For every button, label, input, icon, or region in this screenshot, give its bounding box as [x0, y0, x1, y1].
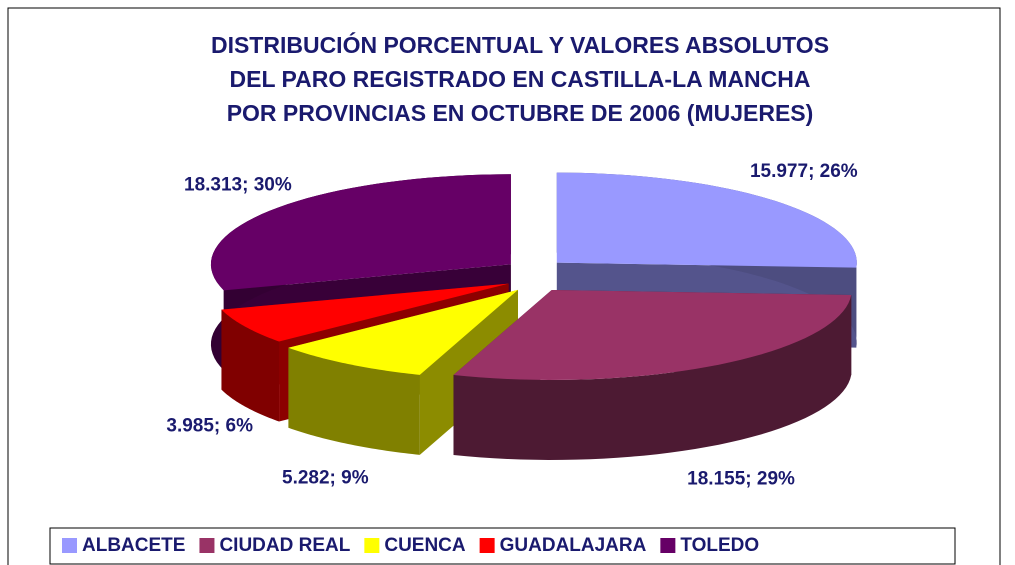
slice-wall — [453, 294, 852, 460]
data-label: 18.155; 29% — [687, 469, 795, 490]
slice-wall — [221, 309, 280, 422]
slice — [210, 174, 511, 291]
legend-label: ALBACETE — [82, 535, 185, 556]
data-labels: 15.977; 26% 18.155; 29% 5.282; 9% 3.985; 6%… — [166, 161, 857, 490]
slice — [221, 283, 509, 342]
legend-swatch — [479, 538, 495, 553]
slice — [453, 289, 852, 380]
legend-label: CUENCA — [384, 535, 466, 556]
title-line: DEL PARO REGISTRADO EN CASTILLA-LA MANCH… — [230, 66, 811, 92]
legend-swatch — [660, 538, 676, 553]
legend-swatch — [199, 538, 215, 553]
legend-swatch — [364, 538, 380, 553]
slice — [288, 289, 519, 375]
title-line: DISTRIBUCIÓN PORCENTUAL Y VALORES ABSOLU… — [211, 31, 829, 58]
slice — [556, 172, 857, 268]
legend-swatch — [62, 538, 77, 553]
legend-label: CIUDAD REAL — [219, 535, 350, 556]
data-label: 15.977; 26% — [750, 161, 858, 182]
title-line: POR PROVINCIAS EN OCTUBRE DE 2006 (MUJER… — [227, 100, 814, 126]
data-label: 5.282; 9% — [282, 468, 369, 489]
pie-tops — [210, 172, 857, 380]
legend: ALBACETE CIUDAD REAL CUENCA GUADALAJARA TOLE… — [62, 535, 759, 556]
slice-wall — [288, 347, 420, 455]
data-label: 18.313; 30% — [184, 175, 292, 196]
data-label: 3.985; 6% — [166, 415, 253, 436]
chart-title: DISTRIBUCIÓN PORCENTUAL Y VALORES ABSOLU… — [211, 31, 829, 126]
legend-label: TOLEDO — [680, 535, 759, 556]
legend-label: GUADALAJARA — [500, 535, 647, 556]
